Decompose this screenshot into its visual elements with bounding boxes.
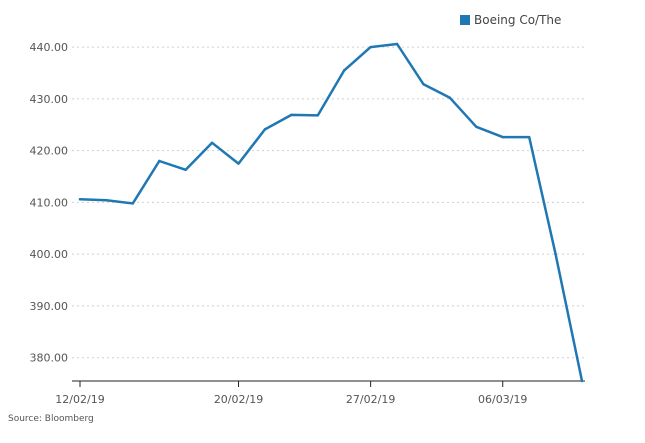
legend-label: Boeing Co/The — [474, 13, 561, 27]
gridlines — [72, 46, 585, 359]
data-point — [527, 135, 531, 139]
data-point — [184, 168, 187, 171]
x-tick-label: 12/02/19 — [55, 393, 104, 406]
x-tick-label: 27/02/19 — [346, 393, 395, 406]
x-tick-label: 20/02/19 — [214, 393, 263, 406]
data-point — [475, 125, 478, 128]
data-point — [158, 159, 161, 163]
y-tick-label: 410.00 — [30, 196, 69, 209]
data-point — [237, 162, 240, 165]
data-point — [105, 199, 108, 202]
data-point — [580, 379, 584, 383]
data-point — [422, 83, 425, 86]
data-point — [263, 128, 267, 131]
x-axis-ticks: 12/02/19 20/02/19 27/02/19 06/03/19 — [55, 381, 527, 406]
legend: Boeing Co/The — [460, 13, 561, 27]
data-point — [78, 198, 82, 201]
y-tick-label: 430.00 — [30, 93, 69, 106]
data-point — [316, 114, 319, 117]
y-tick-label: 390.00 — [30, 300, 69, 313]
data-point — [131, 202, 135, 205]
y-tick-label: 400.00 — [30, 248, 69, 261]
legend-swatch — [460, 15, 470, 25]
series-line — [78, 42, 584, 383]
data-point — [448, 96, 452, 100]
series-lines — [78, 42, 584, 383]
data-point — [210, 141, 214, 145]
data-point — [554, 252, 557, 256]
y-tick-label: 380.00 — [30, 352, 69, 365]
data-point — [290, 113, 293, 117]
y-tick-label: 420.00 — [30, 145, 69, 158]
x-tick-label: 06/03/19 — [478, 393, 527, 406]
data-point — [369, 45, 372, 49]
data-point — [395, 42, 399, 46]
y-axis-ticks: 380.00 390.00 400.00 410.00 420.00 430.00 440.… — [30, 41, 69, 365]
data-point — [343, 69, 346, 72]
y-tick-label: 440.00 — [30, 41, 69, 54]
data-point — [501, 135, 504, 139]
source-label: Source: Bloomberg — [8, 414, 94, 424]
